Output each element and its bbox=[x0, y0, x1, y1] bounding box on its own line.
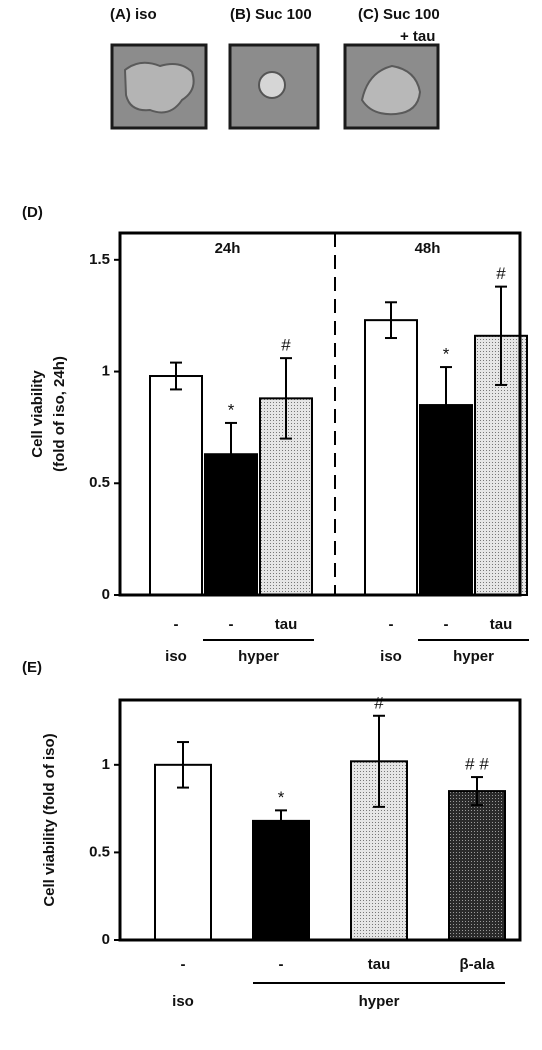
condition-label: hyper bbox=[453, 648, 494, 665]
annotation: * bbox=[278, 788, 285, 807]
panel-label: (D) bbox=[22, 204, 43, 221]
micrograph-c bbox=[343, 43, 440, 130]
annotation: # bbox=[281, 336, 291, 355]
panel-label: (C) Suc 100 bbox=[358, 6, 440, 23]
annotation: * bbox=[228, 400, 235, 419]
micrograph-b bbox=[228, 43, 320, 130]
panel-label: + tau bbox=[400, 28, 435, 45]
plot-frame bbox=[118, 698, 522, 942]
x-tick-label: - bbox=[279, 956, 284, 973]
y-tick-label: 0 bbox=[102, 586, 110, 603]
y-tick-label: 1 bbox=[102, 363, 110, 380]
y-axis-label: (fold of iso, 24h) bbox=[51, 356, 68, 472]
micrograph-a bbox=[110, 43, 208, 130]
x-tick-label: - bbox=[174, 616, 179, 633]
y-tick-label: 0 bbox=[102, 931, 110, 948]
condition-label: iso bbox=[380, 648, 402, 665]
x-tick-label: β-ala bbox=[459, 956, 495, 973]
bar bbox=[154, 763, 212, 941]
bar bbox=[149, 375, 203, 597]
y-tick-label: 1 bbox=[102, 756, 110, 773]
group-label: 24h bbox=[215, 240, 241, 257]
annotation: # bbox=[374, 693, 384, 712]
y-tick-label: 1.5 bbox=[89, 251, 110, 268]
bar bbox=[252, 819, 310, 941]
condition-label: hyper bbox=[238, 648, 279, 665]
x-tick-label: tau bbox=[490, 616, 513, 633]
y-tick-label: 0.5 bbox=[89, 843, 110, 860]
condition-label: hyper bbox=[359, 993, 400, 1010]
panel-label: (B) Suc 100 bbox=[230, 6, 312, 23]
annotation: * bbox=[443, 345, 450, 364]
y-axis-label: Cell viability (fold of iso) bbox=[41, 733, 58, 906]
bar bbox=[448, 790, 506, 942]
plot-frame bbox=[118, 231, 522, 597]
panel-label: (A) iso bbox=[110, 6, 157, 23]
x-tick-label: - bbox=[444, 616, 449, 633]
condition-label: iso bbox=[165, 648, 187, 665]
x-tick-label: - bbox=[389, 616, 394, 633]
bar bbox=[364, 319, 418, 596]
annotation: # # bbox=[465, 755, 489, 774]
panel-label: (E) bbox=[22, 659, 42, 676]
annotation: # bbox=[496, 264, 506, 283]
x-tick-label: tau bbox=[275, 616, 298, 633]
y-tick-label: 0.5 bbox=[89, 474, 110, 491]
y-axis-label: Cell viability bbox=[29, 370, 46, 458]
x-tick-label: - bbox=[229, 616, 234, 633]
group-label: 48h bbox=[415, 240, 441, 257]
x-tick-label: - bbox=[181, 956, 186, 973]
condition-label: iso bbox=[172, 993, 194, 1010]
x-tick-label: tau bbox=[368, 956, 391, 973]
